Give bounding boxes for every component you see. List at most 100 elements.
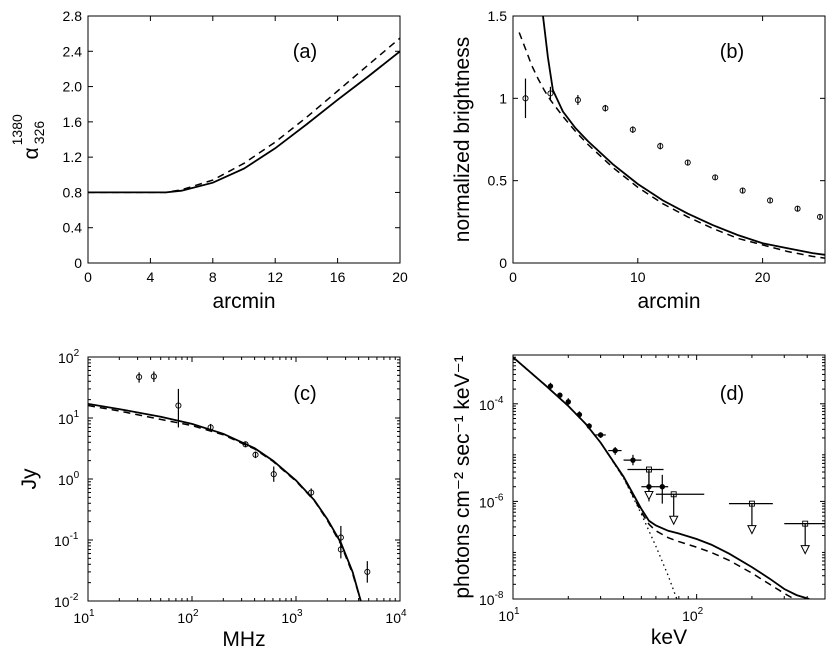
plot-area (518, 16, 825, 259)
y-tick-label: 1 (499, 90, 507, 106)
y-tick-label: 0 (74, 255, 82, 271)
plot-frame (87, 356, 401, 602)
x-tick-label: 0 (509, 269, 517, 285)
series-solid-line (542, 16, 825, 256)
data-point (657, 143, 664, 150)
data-point (242, 441, 249, 448)
data-point (612, 447, 618, 454)
data-point (630, 457, 636, 463)
x-tick-label: 101 (498, 606, 520, 624)
plot-frame (87, 15, 401, 264)
data-point (712, 174, 719, 181)
panel-label: (b) (720, 41, 744, 63)
x-tick-label: 0 (84, 269, 92, 285)
x-tick-label: 20 (755, 269, 771, 285)
panel-label: (d) (720, 383, 744, 405)
plot-area (88, 371, 371, 601)
data-point (270, 471, 277, 478)
y-tick-label: 0.4 (63, 220, 83, 236)
x-tick-label: 16 (330, 269, 346, 285)
x-tick-label: 104 (385, 608, 407, 626)
data-point (629, 126, 636, 133)
data-point (308, 489, 315, 496)
data-point (794, 205, 801, 212)
plot-frame (512, 354, 826, 600)
y-tick-label: 1.6 (63, 114, 83, 130)
data-point (207, 424, 214, 431)
series-solid-line (513, 356, 810, 599)
series-dashed-line (88, 37, 400, 194)
x-axis-label: arcmin (212, 290, 275, 313)
data-point (557, 392, 563, 398)
data-point (602, 105, 609, 112)
x-tick-label: 101 (73, 608, 95, 626)
y-tick-label: 0.8 (63, 184, 83, 200)
series-dotted-line (513, 356, 678, 599)
data-point (576, 411, 583, 418)
y-tick-label: 2.0 (63, 79, 83, 95)
panel-label: (c) (293, 383, 316, 405)
data-point (684, 159, 691, 166)
plot-area (513, 356, 825, 599)
y-tick-label: 101 (58, 409, 80, 427)
y-axis-label: normalized brightness (451, 37, 474, 242)
y-tick-label: 1.5 (488, 8, 508, 24)
y-tick-label: 100 (58, 470, 80, 488)
panel-b: 0 10 20 0 0.5 1 1.5 arcmin normalized brightness… (451, 8, 826, 313)
data-point (364, 568, 371, 575)
y-tick-label: 10-2 (54, 592, 79, 610)
data-point (767, 197, 774, 204)
data-point (175, 402, 182, 409)
y-tick-label: 0.5 (488, 173, 508, 189)
data-point (565, 399, 571, 405)
x-tick-label: 102 (682, 606, 704, 624)
panel-d: 101 102 10-8 10-6 10-4 keV photons cm⁻² sec⁻¹ … (451, 354, 826, 649)
x-tick-label: 102 (177, 608, 199, 626)
y-tick-label: 10-4 (479, 395, 504, 413)
y-tick-label: 10-1 (54, 531, 79, 549)
data-point (748, 500, 755, 507)
upper-limit-arrow (668, 515, 679, 526)
panel-label: (a) (293, 41, 317, 63)
data-point (574, 96, 581, 104)
x-tick-label: 12 (267, 269, 283, 285)
y-axis-label: α1380 326 (9, 114, 47, 159)
x-tick-label: 10 (630, 269, 646, 285)
series-solid-line (88, 403, 362, 601)
x-axis-label: keV (651, 626, 687, 649)
data-point (522, 95, 529, 102)
series-dashed-line (513, 356, 795, 599)
y-tick-label: 0 (499, 255, 507, 271)
data-point (670, 491, 677, 498)
data-point (337, 546, 344, 553)
y-axis-label: photons cm⁻² sec⁻¹ keV⁻¹ (451, 355, 474, 598)
x-tick-label: 4 (147, 269, 155, 285)
y-axis-label: Jy (18, 468, 41, 490)
data-point (136, 373, 143, 381)
y-tick-label: 102 (58, 348, 80, 366)
x-axis-label: arcmin (637, 290, 700, 313)
upper-limit-arrow (800, 545, 810, 555)
data-point (646, 466, 652, 473)
x-tick-label: 103 (281, 608, 303, 626)
data-point (816, 213, 824, 220)
upper-limit-arrow (747, 525, 757, 535)
series-solid-line (88, 50, 400, 194)
data-point (659, 484, 665, 490)
y-tick-label: 2.8 (63, 8, 83, 24)
x-tick-label: 20 (392, 269, 408, 285)
series-dashed-line (518, 32, 825, 259)
y-tick-label: 1.2 (63, 149, 83, 165)
data-point (252, 451, 259, 458)
x-tick-label: 8 (209, 269, 217, 285)
x-axis-label: MHz (222, 628, 265, 651)
data-point (150, 373, 157, 380)
plot-area (88, 37, 400, 194)
data-point (586, 423, 592, 429)
y-tick-label: 10-8 (479, 590, 504, 608)
panel-c: 101 102 103 104 10-2 10-1 100 101 102 MHz Jy (c) (18, 348, 407, 651)
upper-limit-arrow (644, 491, 654, 501)
y-tick-label: 10-6 (479, 492, 504, 510)
y-tick-label: 2.4 (63, 43, 83, 59)
panel-a: 0 4 8 12 16 20 0 0.4 0.8 1.2 1.6 2.0 2.4 2.8 arcmin α13… (9, 8, 408, 313)
